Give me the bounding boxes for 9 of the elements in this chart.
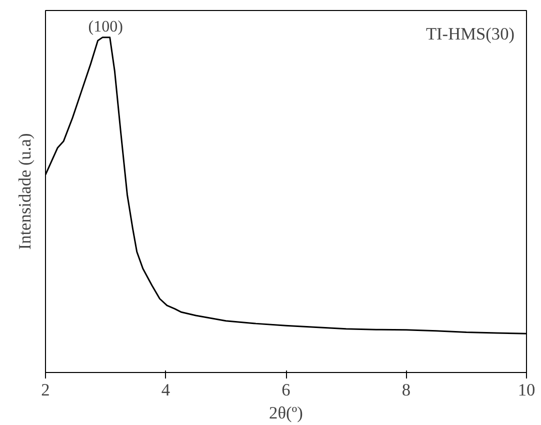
x-tick-label: 8 <box>402 380 411 400</box>
y-axis-title: Intensidade (u.a) <box>16 133 34 250</box>
x-axis-title: 2θ(º) <box>269 404 304 422</box>
x-tick-label: 2 <box>41 380 50 400</box>
x-tick-label: 10 <box>518 380 536 400</box>
x-tick-label: 6 <box>282 380 291 400</box>
annotation: (100) <box>88 18 123 36</box>
x-tick-label: 4 <box>161 380 170 400</box>
annotation: TI-HMS(30) <box>426 24 515 44</box>
